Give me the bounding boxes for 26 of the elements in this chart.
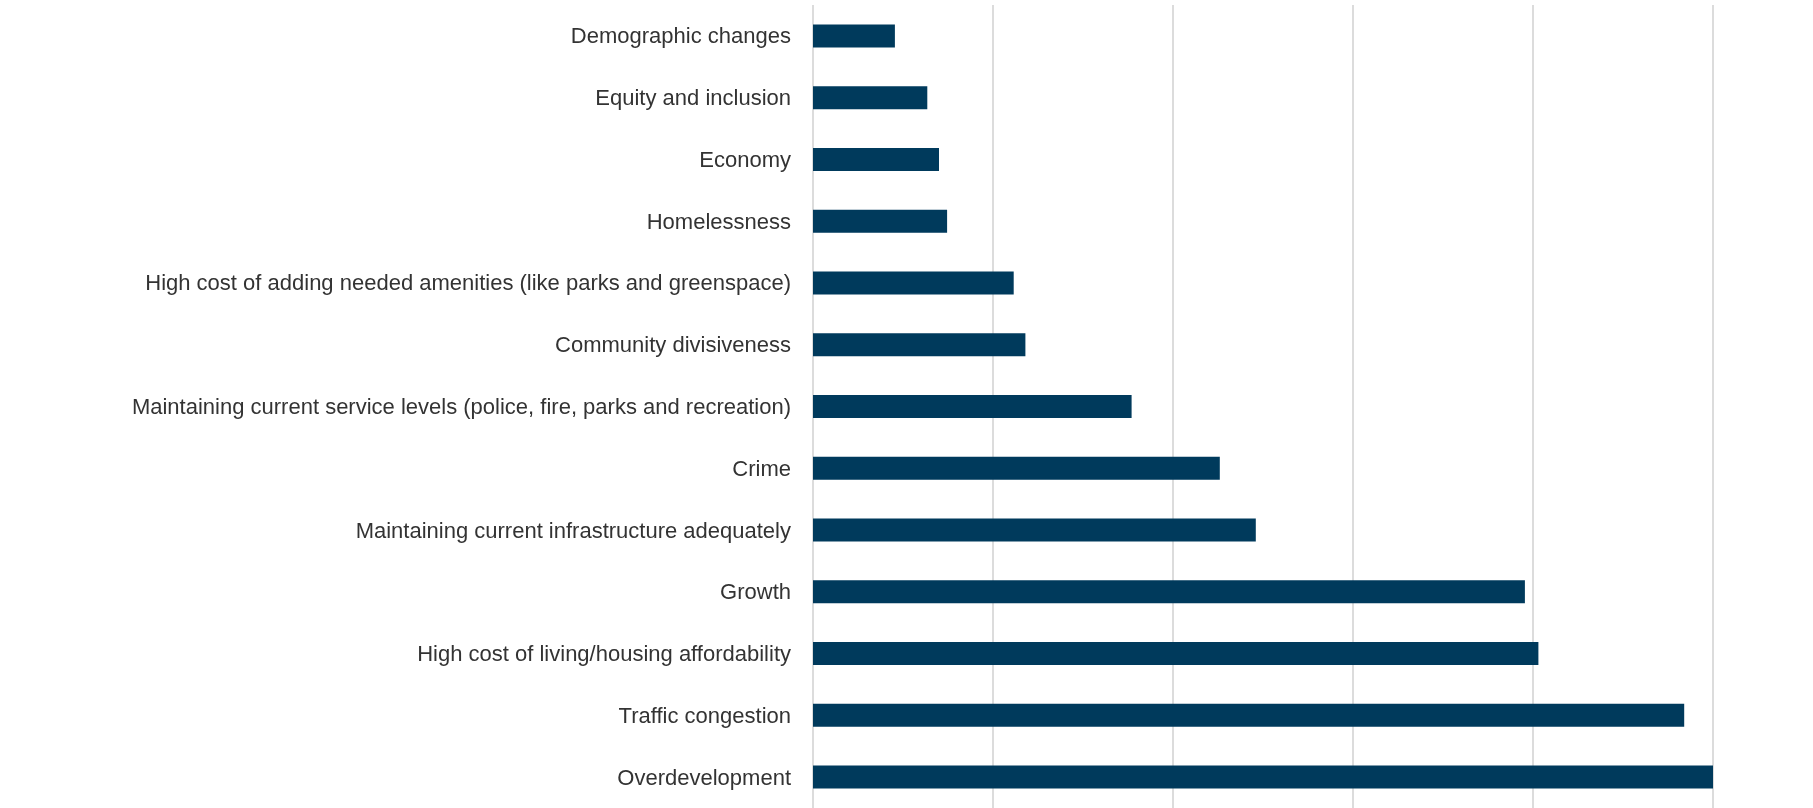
y-tick-label: Maintaining current infrastructure adequately xyxy=(355,517,791,543)
y-tick-label: Overdevelopment xyxy=(617,764,791,790)
y-tick-label: High cost of adding needed amenities (like parks and greenspace) xyxy=(145,270,791,296)
y-tick-label: Community divisiveness xyxy=(555,332,791,358)
y-tick-label: Demographic changes xyxy=(570,23,791,49)
y-tick-label: Homelessness xyxy=(646,208,791,234)
bar xyxy=(813,271,1014,295)
bar xyxy=(813,765,1713,789)
y-tick-label: High cost of living/housing affordability xyxy=(417,641,791,667)
bar xyxy=(813,86,928,110)
bar xyxy=(813,456,1220,480)
y-tick-label: Crime xyxy=(732,455,791,481)
y-tick-label: Traffic congestion xyxy=(618,702,791,728)
bar xyxy=(813,24,895,48)
bar xyxy=(813,580,1525,604)
y-tick-label: Economy xyxy=(699,146,791,172)
bar xyxy=(813,518,1256,542)
bar xyxy=(813,147,939,171)
y-tick-label: Maintaining current service levels (police, fire, parks and recreation) xyxy=(131,394,791,419)
bar xyxy=(813,209,948,233)
bar xyxy=(813,642,1539,666)
y-tick-label: Growth xyxy=(720,579,791,605)
bar xyxy=(813,703,1685,727)
bar xyxy=(813,333,1026,357)
bar xyxy=(813,395,1132,418)
y-tick-label: Equity and inclusion xyxy=(595,85,791,111)
